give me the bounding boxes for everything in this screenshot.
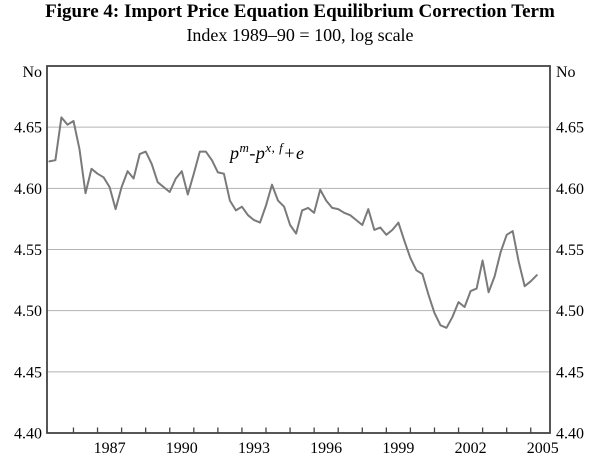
annotation-op2: + (283, 143, 296, 163)
x-tick-label: 1993 (238, 440, 270, 457)
y-tick-label-right: 4.45 (556, 364, 584, 381)
y-tick-label-left: 4.45 (14, 364, 42, 381)
x-tick-label: 2005 (527, 440, 559, 457)
annotation-op1: - (249, 143, 256, 163)
figure-title: Figure 4: Import Price Equation Equilibr… (45, 1, 555, 22)
x-tick-label: 1999 (382, 440, 414, 457)
plot-frame (46, 65, 551, 434)
y-tick-label-left: 4.65 (14, 120, 42, 137)
y-tick-label-left: 4.40 (14, 426, 42, 443)
annotation-base1: p (230, 143, 240, 163)
annotation-base2: p (255, 143, 266, 163)
x-tick-label: 1987 (94, 440, 126, 457)
y-tick-label-left: 4.55 (14, 242, 42, 259)
x-tick-label: 1990 (166, 440, 198, 457)
x-tick-label: 1996 (310, 440, 342, 457)
annotation-sup2: x, f (265, 140, 284, 155)
figure-subtitle: Index 1989–90 = 100, log scale (186, 25, 414, 45)
data-series-line (48, 116, 538, 329)
y-tick-label-right: 4.60 (556, 181, 584, 198)
y-tick-label-left: 4.50 (14, 303, 42, 320)
y-tick-label-right: 4.65 (556, 120, 584, 137)
axis-unit-right: No (556, 64, 576, 81)
annotation-base3: e (295, 143, 305, 163)
x-tick-label: 2002 (455, 440, 487, 457)
y-tick-label-right: 4.50 (556, 303, 584, 320)
y-tick-label-right: 4.55 (556, 242, 584, 259)
annotation-sup1: m (239, 140, 250, 155)
y-tick-label-right: 4.40 (556, 426, 584, 443)
y-tick-label-left: 4.60 (14, 181, 42, 198)
axis-unit-left: No (22, 64, 42, 81)
series-annotation: pm-px, f+e (230, 140, 304, 164)
